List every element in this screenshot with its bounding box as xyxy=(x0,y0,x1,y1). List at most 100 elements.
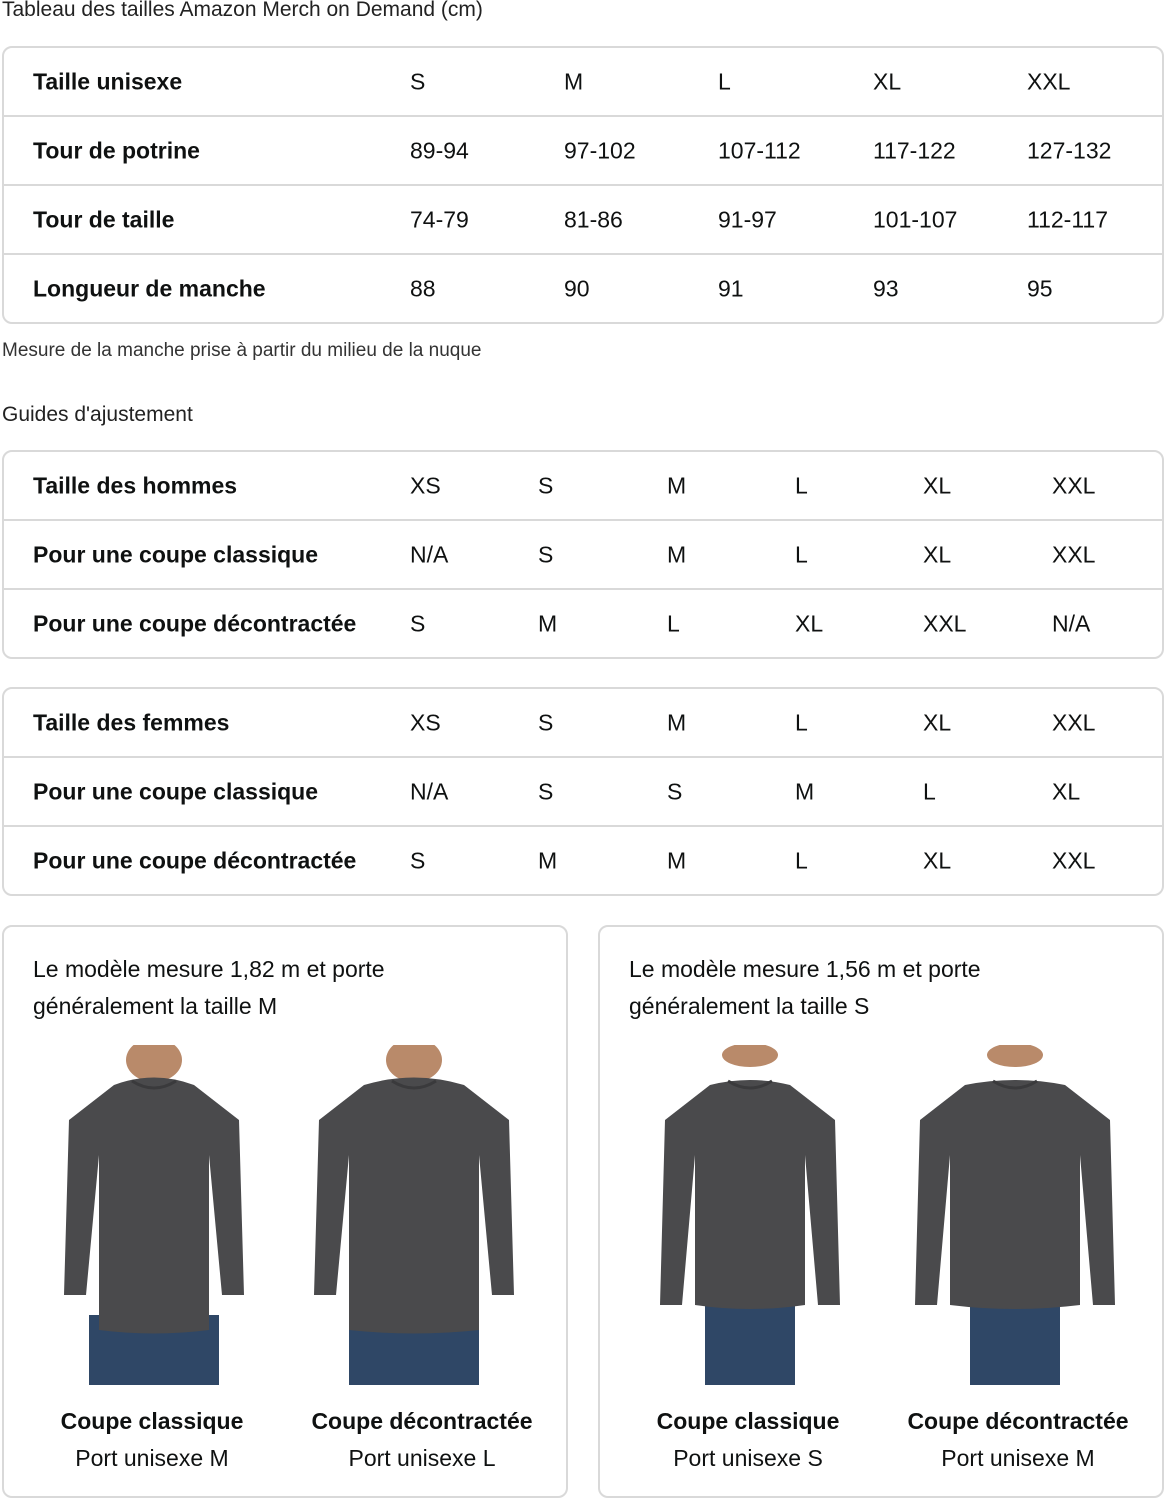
figure-caption: Coupe classique Port unisexe S xyxy=(613,1403,883,1477)
table-cell: 112-117 xyxy=(1027,206,1108,232)
model-head xyxy=(722,1043,778,1067)
jeans xyxy=(705,1300,795,1385)
collar xyxy=(727,1079,773,1090)
table-cell: 91-97 xyxy=(718,206,777,232)
size-label: Port unisexe S xyxy=(673,1445,823,1471)
size-label: Port unisexe M xyxy=(75,1445,229,1471)
panel-title: Le modèle mesure 1,56 m et porte général… xyxy=(629,956,981,1019)
table-cell: XXL xyxy=(1027,68,1071,94)
table-row: Pour une coupe classique N/A S M L XL XXL xyxy=(4,519,1162,588)
collar xyxy=(992,1079,1038,1090)
table-cell: L xyxy=(667,610,680,636)
table-cell: M xyxy=(667,541,687,567)
table-cell: 95 xyxy=(1027,275,1053,301)
table-cell: 127-132 xyxy=(1027,137,1112,163)
table-cell: XS xyxy=(410,472,441,498)
table-cell: S xyxy=(410,68,426,94)
panel-title: Le modèle mesure 1,82 m et porte général… xyxy=(33,956,385,1019)
table-cell: S xyxy=(538,778,554,804)
table-cell: M xyxy=(795,778,815,804)
men-fit-table: Taille des hommes XS S M L XL XXL Pour une cou… xyxy=(2,450,1164,659)
row-label: Pour une coupe classique xyxy=(33,778,319,804)
row-label: Taille des hommes xyxy=(33,472,238,498)
table-cell: XL xyxy=(1052,778,1081,804)
table-row: Pour une coupe décontractée S M M L XL XXL xyxy=(4,825,1162,894)
table-cell: N/A xyxy=(1052,610,1091,636)
table-row: Taille des femmes XS S M L XL XXL xyxy=(4,689,1162,756)
row-label: Taille unisexe xyxy=(33,68,183,94)
tshirt xyxy=(915,1080,1115,1309)
table-cell: S xyxy=(667,778,683,804)
table-row: Tour de taille 74-79 81-86 91-97 101-107 112-… xyxy=(4,184,1162,253)
size-label: Port unisexe M xyxy=(941,1445,1095,1471)
row-label: Longueur de manche xyxy=(33,275,266,301)
jeans xyxy=(970,1300,1060,1385)
model-head xyxy=(126,1038,182,1082)
row-label: Taille des femmes xyxy=(33,709,230,735)
table-row: Longueur de manche 88 90 91 93 95 xyxy=(4,253,1162,322)
collar xyxy=(131,1079,177,1090)
row-label: Tour de potrine xyxy=(33,137,200,163)
table-cell: S xyxy=(410,610,426,636)
table-cell: XL xyxy=(923,472,952,498)
table-cell: 107-112 xyxy=(718,137,801,163)
fit-label: Coupe classique xyxy=(656,1408,840,1434)
figure-caption: Coupe décontractée Port unisexe M xyxy=(883,1403,1153,1477)
table-cell: XL xyxy=(923,847,952,873)
size-chart-table: Taille unisexe S M L XL XXL Tour de potrine 89… xyxy=(2,46,1164,324)
fit-label: Coupe décontractée xyxy=(311,1408,533,1434)
table-cell: XL xyxy=(795,610,824,636)
row-label: Pour une coupe décontractée xyxy=(33,847,357,873)
row-label: Tour de taille xyxy=(33,206,175,232)
table-cell: XXL xyxy=(1052,709,1096,735)
table-cell: XXL xyxy=(923,610,967,636)
table-cell: 91 xyxy=(718,275,744,301)
table-cell: XXL xyxy=(1052,541,1096,567)
table-row: Pour une coupe décontractée S M L XL XXL N/A xyxy=(4,588,1162,657)
table-cell: N/A xyxy=(410,778,449,804)
table-row: Taille des hommes XS S M L XL XXL xyxy=(4,452,1162,519)
table-cell: 74-79 xyxy=(410,206,469,232)
table-cell: 81-86 xyxy=(564,206,623,232)
table-cell: 89-94 xyxy=(410,137,469,163)
model-head xyxy=(386,1038,442,1082)
table-row: Tour de potrine 89-94 97-102 107-112 117-122… xyxy=(4,115,1162,184)
table-cell: 88 xyxy=(410,275,436,301)
figure-caption: Coupe décontractée Port unisexe L xyxy=(287,1403,557,1477)
table-cell: M xyxy=(667,709,687,735)
model-photo-classic xyxy=(640,1043,860,1385)
model-photo-relaxed xyxy=(905,1043,1125,1385)
table-cell: 97-102 xyxy=(564,137,636,163)
table-cell: S xyxy=(538,541,554,567)
table-cell: M xyxy=(564,68,584,94)
table-cell: L xyxy=(923,778,936,804)
tshirt xyxy=(660,1080,840,1309)
table-cell: L xyxy=(795,709,808,735)
tshirt xyxy=(314,1077,514,1334)
model-photo-relaxed xyxy=(304,1038,524,1400)
table-cell: L xyxy=(795,541,808,567)
table-cell: 90 xyxy=(564,275,590,301)
table-cell: XXL xyxy=(1052,472,1096,498)
model-head xyxy=(987,1043,1043,1067)
table-row: Pour une coupe classique N/A S S M L XL xyxy=(4,756,1162,825)
table-cell: XL xyxy=(873,68,902,94)
fit-guide-title: Guides d'ajustement xyxy=(2,403,193,426)
sleeve-note: Mesure de la manche prise à partir du mi… xyxy=(2,340,482,361)
table-cell: L xyxy=(718,68,731,94)
table-cell: S xyxy=(538,472,554,498)
model-photo-classic xyxy=(44,1038,264,1400)
tshirt xyxy=(64,1077,244,1334)
size-label: Port unisexe L xyxy=(348,1445,496,1471)
table-cell: M xyxy=(667,472,687,498)
table-cell: N/A xyxy=(410,541,449,567)
table-cell: M xyxy=(538,610,558,636)
table-cell: S xyxy=(538,709,554,735)
table-cell: M xyxy=(538,847,558,873)
women-fit-table: Taille des femmes XS S M L XL XXL Pour une cou… xyxy=(2,687,1164,896)
row-label: Pour une coupe classique xyxy=(33,541,319,567)
table-cell: XL xyxy=(923,541,952,567)
table-row: Taille unisexe S M L XL XXL xyxy=(4,48,1162,115)
table-cell: L xyxy=(795,472,808,498)
women-model-panel: Le modèle mesure 1,56 m et porte général… xyxy=(598,925,1164,1498)
